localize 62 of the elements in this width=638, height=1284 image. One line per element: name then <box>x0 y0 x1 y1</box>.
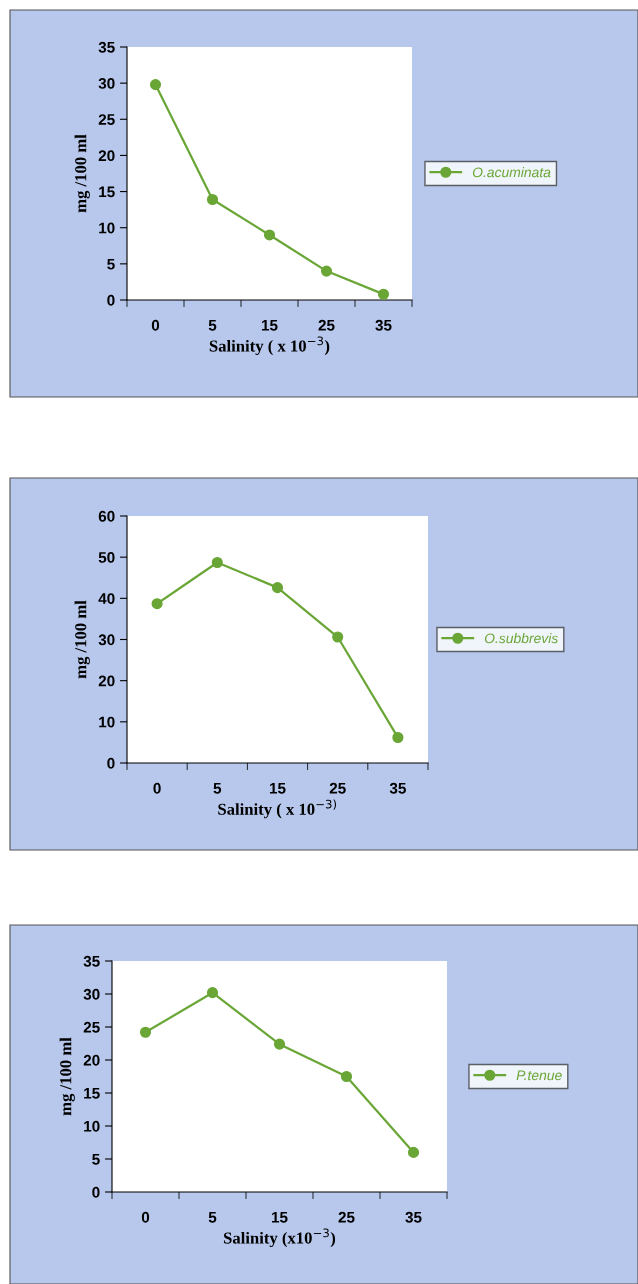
y-tick-label: 0 <box>107 757 115 769</box>
point <box>139 1026 152 1038</box>
point <box>263 229 276 241</box>
x-tick-label: 15 <box>261 320 278 331</box>
y-tick-label: 5 <box>92 1154 100 1165</box>
x-tick-label: 0 <box>153 782 161 794</box>
point <box>273 1038 286 1050</box>
x-tick-label: 35 <box>389 782 406 794</box>
point <box>332 631 344 643</box>
y-tick-label: 30 <box>98 78 115 89</box>
y-tick-label: 25 <box>98 114 115 125</box>
point <box>271 582 284 594</box>
y-tick-label: 20 <box>98 675 115 687</box>
x-tick-label: 5 <box>208 1212 217 1223</box>
y-tick-label: 25 <box>83 1021 100 1033</box>
y-tick-label: 50 <box>98 552 115 563</box>
point <box>407 1146 420 1158</box>
x-axis-title: Salinity ( x 10$^{−3}$) <box>209 336 330 356</box>
y-tick-label: 5 <box>107 258 115 270</box>
y-tick-label: 15 <box>99 186 115 198</box>
y-tick-label: 15 <box>84 1088 100 1099</box>
y-tick-label: 35 <box>98 41 115 53</box>
y-tick-label: 10 <box>99 716 115 728</box>
y-axis-title: mg /100 ml <box>74 600 90 679</box>
y-tick-label: 40 <box>98 593 115 605</box>
x-tick-label: 25 <box>318 319 335 331</box>
x-axis-title: Salinity (x10$^{−3}$) <box>223 1228 336 1248</box>
y-tick-label: 20 <box>98 150 115 162</box>
y-axis-title: mg /100 ml <box>74 134 90 213</box>
x-tick-label: 25 <box>329 782 346 794</box>
y-tick-label: 0 <box>107 294 115 306</box>
y-tick-label: 10 <box>99 222 115 234</box>
x-axis-title: Salinity ( x 10$^{−3)}$ <box>218 799 337 819</box>
point <box>211 556 223 569</box>
x-tick-label: 15 <box>271 1212 288 1223</box>
y-tick-label: 30 <box>98 634 115 646</box>
legend-label: O.subbrevis <box>484 633 558 644</box>
x-tick-label: 5 <box>208 320 217 331</box>
point <box>206 193 219 206</box>
y-tick-label: 10 <box>84 1120 100 1132</box>
x-tick-label: 5 <box>213 783 222 794</box>
y-tick-label: 30 <box>83 988 100 1000</box>
legend-label: P.tenue <box>516 1070 562 1081</box>
x-tick-label: 35 <box>405 1211 422 1223</box>
point <box>377 288 390 300</box>
x-tick-label: 25 <box>338 1211 355 1223</box>
y-tick-label: 35 <box>83 955 100 967</box>
y-axis-title: mg /100 ml <box>59 1037 75 1116</box>
x-tick-label: 0 <box>141 1211 150 1223</box>
x-tick-label: 15 <box>269 783 286 794</box>
x-tick-label: 35 <box>375 319 392 331</box>
y-tick-label: 60 <box>98 510 115 522</box>
y-tick-label: 0 <box>92 1186 100 1198</box>
x-tick-label: 0 <box>151 319 160 331</box>
point <box>320 265 333 277</box>
point <box>149 79 162 91</box>
point <box>151 598 163 610</box>
legend-label: O.acuminata <box>472 167 551 178</box>
point <box>340 1070 353 1083</box>
y-tick-label: 20 <box>83 1054 100 1066</box>
point <box>206 987 219 999</box>
point <box>392 731 404 744</box>
